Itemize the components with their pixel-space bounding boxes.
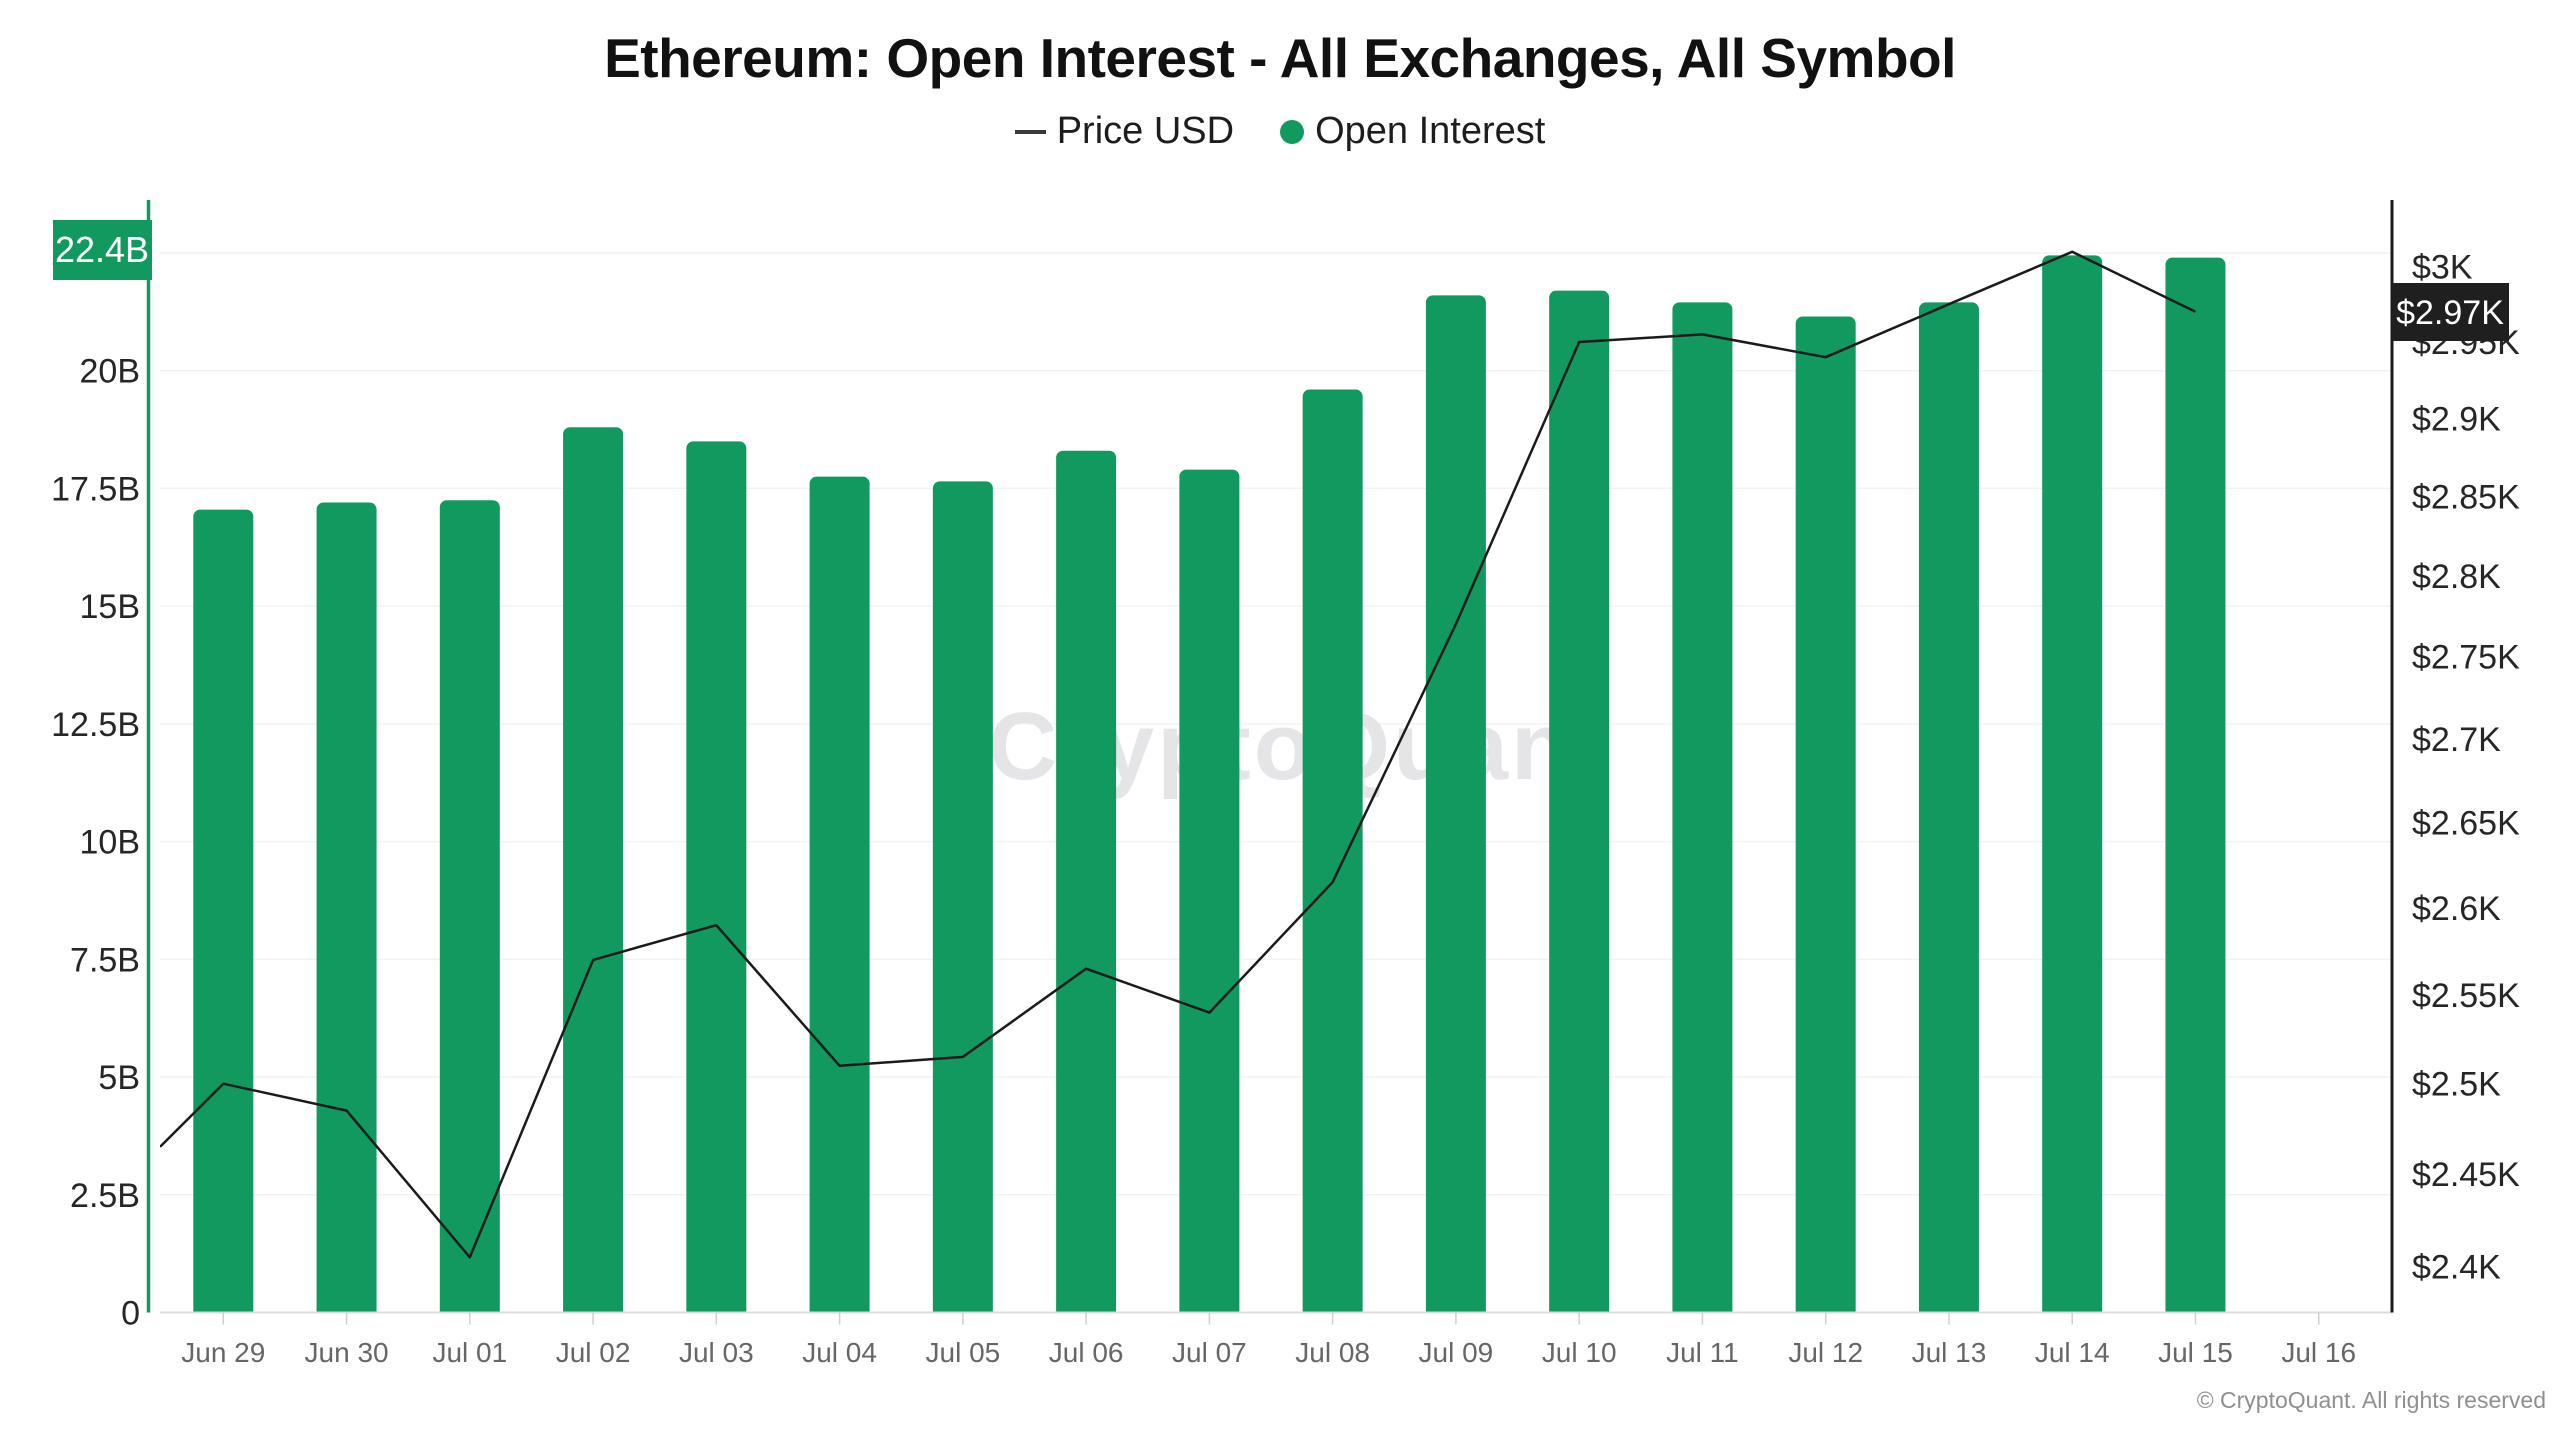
left-tick-10b: 10B: [80, 824, 141, 862]
left-tick-0: 0: [121, 1295, 140, 1333]
bar-jul-11: [1672, 302, 1733, 1314]
open-interest-dot-icon: [1280, 119, 1305, 144]
bar-jul-05: [932, 481, 993, 1314]
page-title: Ethereum: Open Interest - All Exchanges,…: [604, 27, 1956, 89]
bar-jul-06: [1056, 450, 1117, 1314]
right-tick-26k: $2.6K: [2412, 890, 2501, 928]
price-badge-value: $2.97K: [2396, 294, 2504, 332]
left-tick-15b: 15B: [80, 588, 141, 626]
bar-jun-30: [316, 502, 377, 1314]
x-label-jul-09: Jul 09: [1419, 1337, 1494, 1368]
x-label-jul-04: Jul 04: [802, 1337, 877, 1368]
bar-jul-04: [809, 476, 870, 1314]
x-label-jul-08: Jul 08: [1295, 1337, 1370, 1368]
x-label-jul-16: Jul 16: [2281, 1337, 2356, 1368]
x-label-jul-02: Jul 02: [556, 1337, 631, 1368]
x-label-jun-30: Jun 30: [305, 1337, 389, 1368]
x-label-jul-11: Jul 11: [1666, 1337, 1739, 1368]
open-interest-badge: 22.4B: [53, 220, 152, 280]
x-axis-labels: Jun 29 Jun 30 Jul 01 Jul 02 Jul 03 Jul 04 Jul …: [181, 1312, 2356, 1368]
bar-jul-07: [1179, 469, 1240, 1314]
price-line-swatch-icon: [1014, 129, 1046, 134]
legend-item-price-usd[interactable]: Price USD: [1014, 110, 1235, 153]
x-label-jul-13: Jul 13: [1912, 1337, 1987, 1368]
price-badge-bg: [2392, 283, 2509, 341]
right-tick-29k: $2.9K: [2412, 401, 2501, 439]
left-tick-20b: 20B: [80, 353, 141, 391]
legend: Price USD Open Interest: [0, 110, 2560, 153]
bar-jul-12: [1795, 316, 1856, 1314]
bar-jul-01: [439, 500, 500, 1314]
bar-jul-03: [686, 441, 747, 1314]
left-tick-5b: 5B: [98, 1059, 140, 1097]
right-tick-3k: $3K: [2412, 249, 2473, 287]
right-tick-25k: $2.5K: [2412, 1066, 2501, 1104]
bar-jul-14: [2042, 255, 2103, 1314]
bar-jul-02: [563, 427, 624, 1314]
x-label-jul-05: Jul 05: [926, 1337, 1001, 1368]
x-label-jul-12: Jul 12: [1788, 1337, 1863, 1368]
bar-jul-08: [1302, 389, 1363, 1314]
legend-label-open-interest: Open Interest: [1315, 110, 1546, 152]
gridlines: [160, 252, 2392, 1196]
price-badge: $2.97K: [2392, 283, 2509, 341]
copyright-note: © CryptoQuant. All rights reserved: [2196, 1387, 2546, 1413]
bar-jul-13: [1918, 302, 1979, 1314]
bar-jul-10: [1549, 290, 1610, 1314]
price-line: [160, 250, 2197, 1259]
left-tick-7.5b: 7.5B: [70, 941, 140, 979]
right-tick-275k: $2.75K: [2412, 639, 2520, 677]
x-label-jul-01: Jul 01: [432, 1337, 507, 1368]
bar-jul-09: [1425, 295, 1486, 1314]
x-label-jul-14: Jul 14: [2035, 1337, 2110, 1368]
open-interest-badge-value: 22.4B: [55, 229, 149, 270]
open-interest-badge-bg: [53, 220, 152, 280]
x-label-jul-15: Jul 15: [2158, 1337, 2233, 1368]
right-tick-27k: $2.7K: [2412, 721, 2501, 759]
left-tick-2.5b: 2.5B: [70, 1177, 140, 1215]
right-axis-labels: $3K$2.95K$2.9K$2.85K$2.8K$2.75K$2.7K$2.6…: [2412, 249, 2520, 1287]
x-label-jul-10: Jul 10: [1542, 1337, 1617, 1368]
right-tick-24k: $2.4K: [2412, 1249, 2501, 1287]
right-tick-285k: $2.85K: [2412, 479, 2520, 517]
bar-jun-29: [193, 509, 254, 1314]
legend-label-price-usd: Price USD: [1056, 110, 1235, 152]
open-interest-bars: [193, 255, 2226, 1314]
right-tick-245k: $2.45K: [2412, 1156, 2520, 1194]
left-tick-12.5b: 12.5B: [51, 706, 140, 744]
right-tick-265k: $2.65K: [2412, 805, 2520, 843]
right-tick-28k: $2.8K: [2412, 558, 2501, 596]
right-tick-255k: $2.55K: [2412, 977, 2520, 1015]
x-label-jul-07: Jul 07: [1172, 1337, 1247, 1368]
x-label-jul-03: Jul 03: [679, 1337, 754, 1368]
x-label-jun-29: Jun 29: [181, 1337, 265, 1368]
bar-jul-15: [2165, 257, 2226, 1314]
legend-item-open-interest[interactable]: Open Interest: [1280, 110, 1545, 153]
x-label-jul-06: Jul 06: [1049, 1337, 1124, 1368]
left-tick-17.5b: 17.5B: [51, 470, 140, 508]
